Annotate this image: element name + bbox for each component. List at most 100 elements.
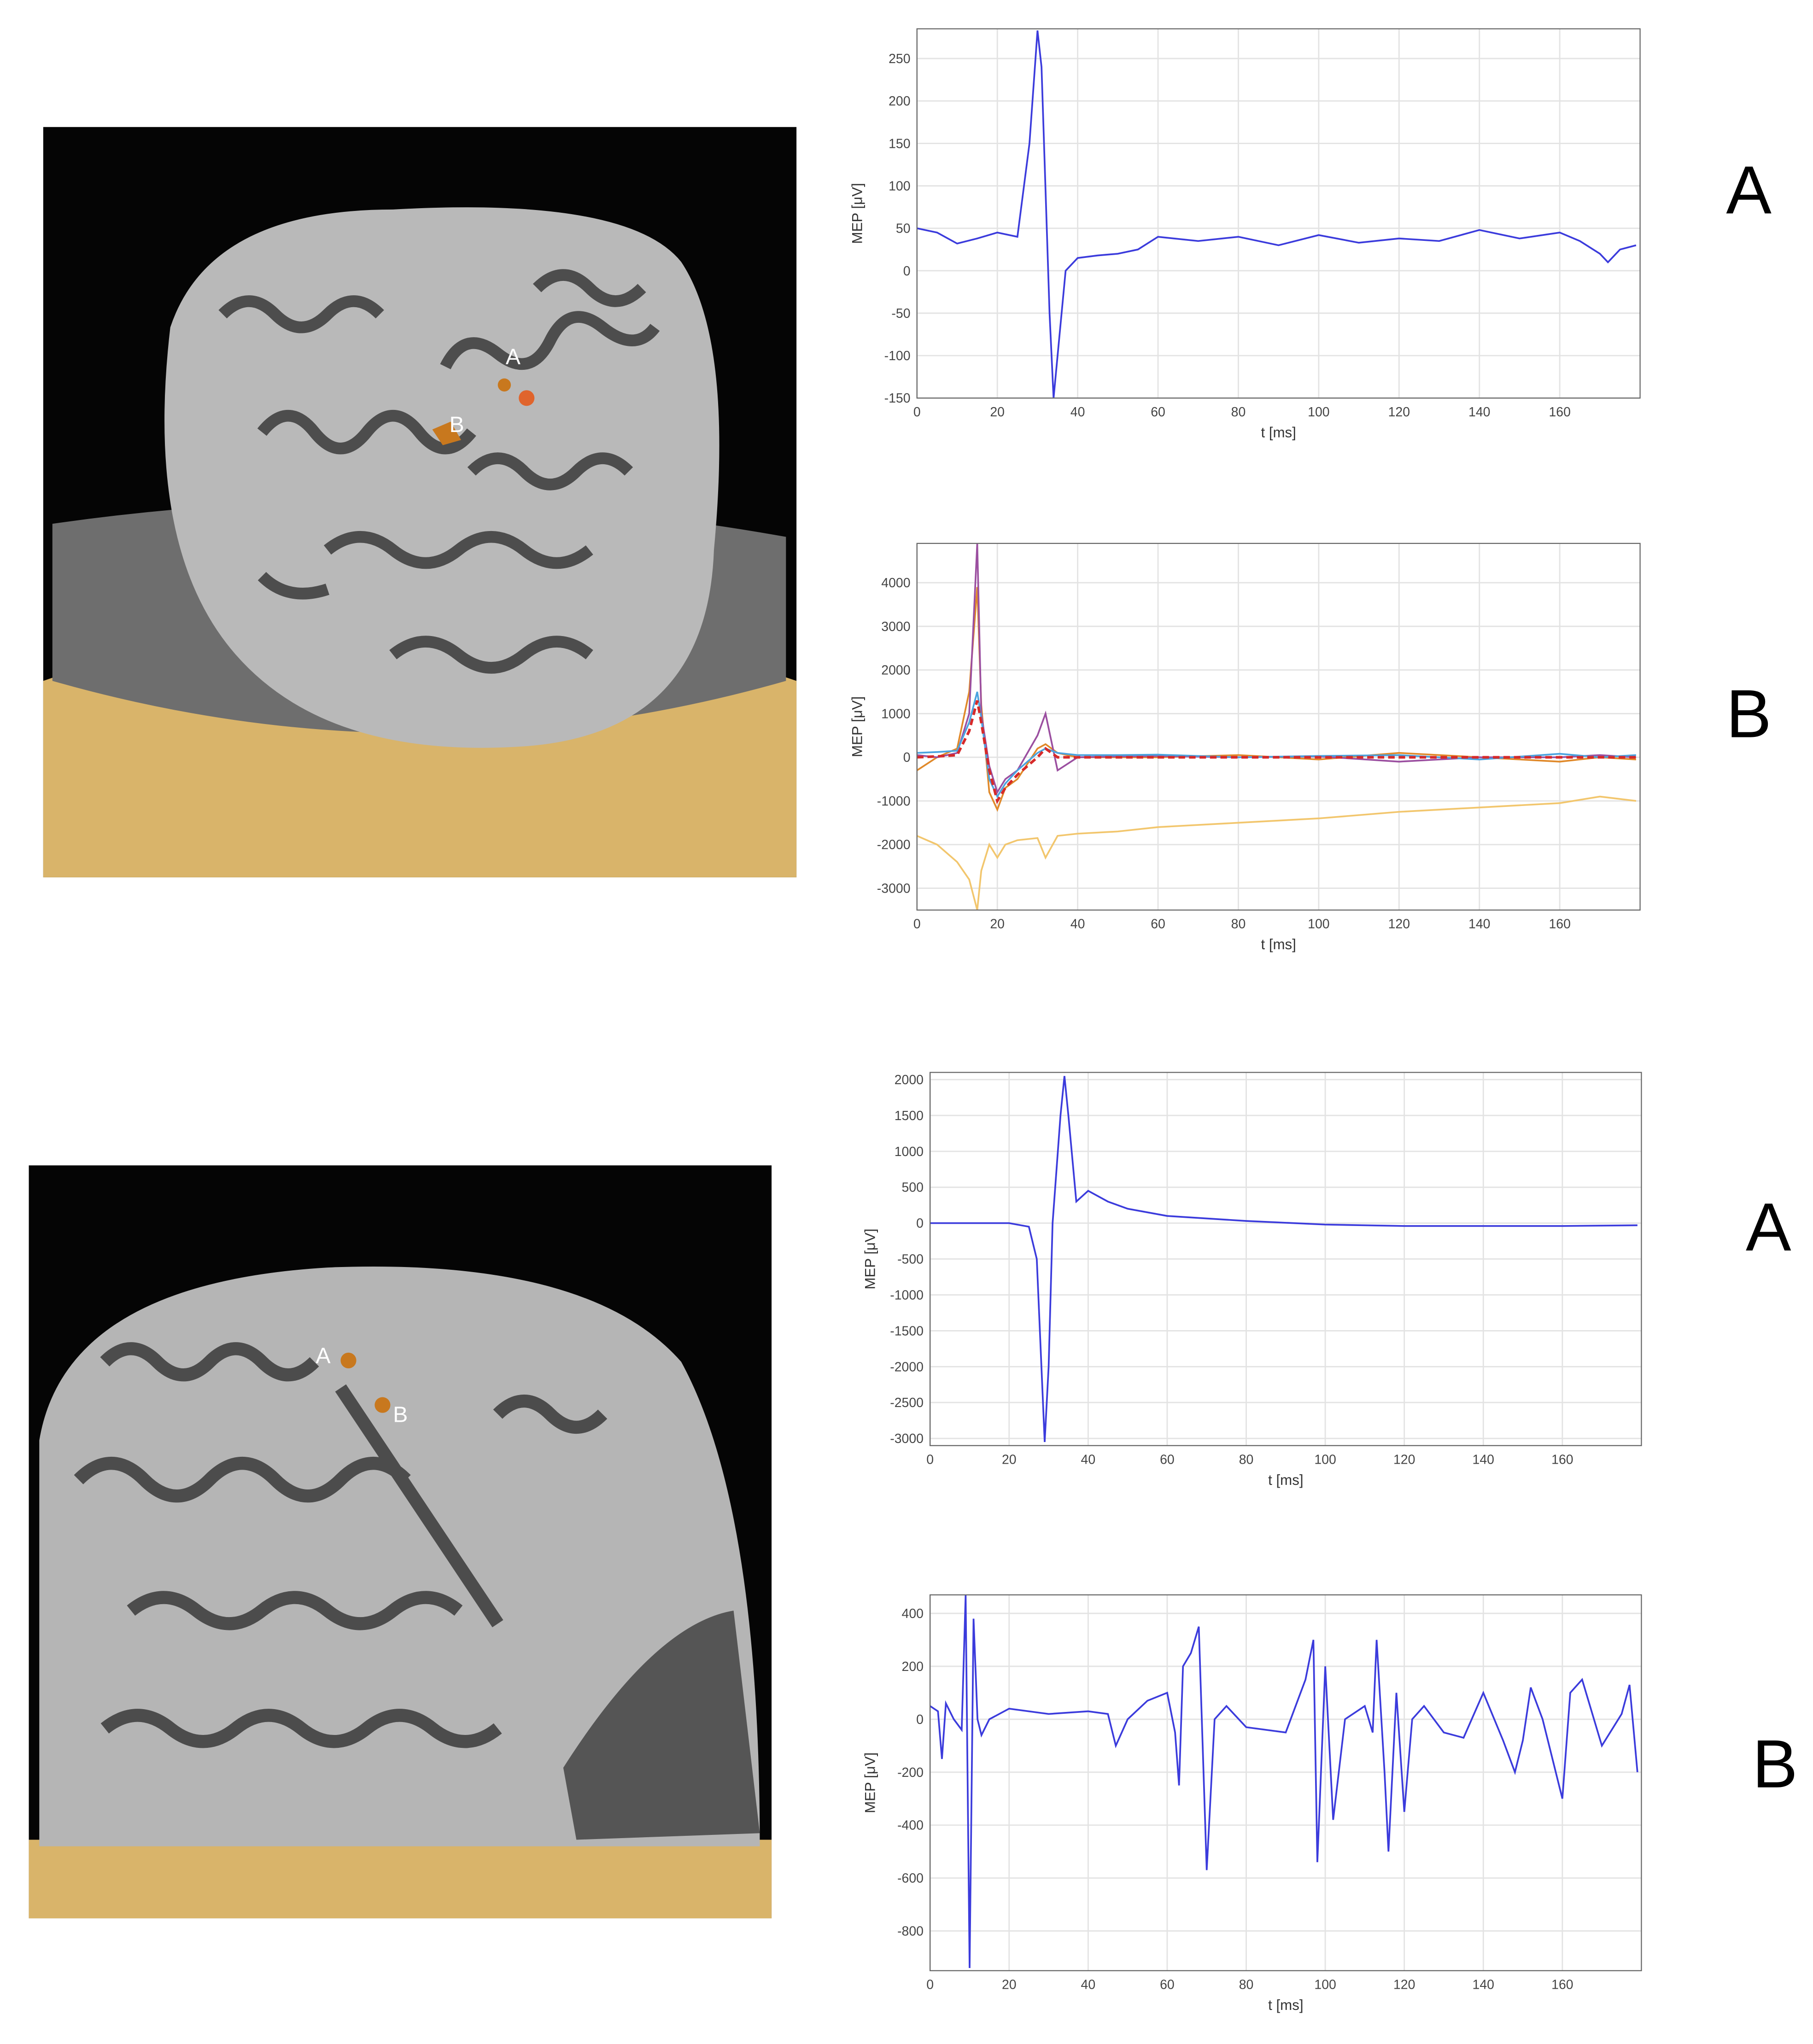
chart: 0 20 40 60 80 100 120 140 160 -3000 -2500 -2000 -150… [862, 1072, 1791, 1488]
y-tick-label: -500 [897, 1252, 924, 1267]
x-tick-label: 40 [1081, 1978, 1096, 1992]
x-axis-label: t [ms] [1268, 1997, 1303, 2013]
y-tick-label: -1500 [890, 1324, 924, 1338]
x-tick-label: 160 [1549, 917, 1570, 932]
sulci [218, 269, 660, 674]
panel-label: B [1752, 1726, 1798, 1802]
series-line [917, 700, 1636, 805]
y-tick-label: 0 [916, 1712, 924, 1727]
skull [563, 1610, 760, 1840]
x-tick-label: 0 [913, 917, 921, 932]
series-line [930, 1076, 1638, 1442]
y-tick-label: -50 [891, 306, 910, 321]
x-tick-label: 100 [1308, 917, 1329, 932]
x-tick-label: 120 [1393, 1453, 1415, 1467]
y-axis-label: MEP [μV] [849, 183, 865, 244]
series-line [930, 1594, 1638, 1968]
y-tick-label: -200 [897, 1765, 924, 1780]
y-tick-label: -2000 [877, 838, 911, 853]
series-line [917, 587, 1636, 812]
brain-label: B [393, 1402, 408, 1427]
x-tick-label: 140 [1468, 917, 1490, 932]
y-tick-label: -3000 [890, 1431, 924, 1446]
x-axis-label: t [ms] [1261, 425, 1296, 441]
x-tick-label: 80 [1231, 405, 1246, 420]
y-tick-label: 1500 [895, 1109, 924, 1123]
y-tick-label: -2500 [890, 1396, 924, 1410]
axes-frame [930, 1594, 1642, 1971]
y-tick-label: -600 [897, 1871, 924, 1886]
axes-frame [930, 1072, 1642, 1446]
y-tick-label: -400 [897, 1818, 924, 1833]
x-tick-label: 120 [1388, 917, 1410, 932]
brain-label: A [316, 1343, 331, 1368]
brain [39, 1267, 760, 1846]
y-tick-label: 500 [902, 1180, 924, 1195]
x-tick-label: 40 [1081, 1453, 1096, 1467]
y-tick-label: -2000 [890, 1360, 924, 1374]
y-tick-label: -100 [884, 349, 911, 363]
y-tick-label: 1000 [881, 707, 910, 721]
x-tick-label: 140 [1473, 1978, 1494, 1992]
x-tick-label: 100 [1308, 405, 1329, 420]
y-tick-label: 2000 [881, 663, 910, 678]
x-tick-label: 0 [926, 1453, 934, 1467]
x-tick-label: 140 [1473, 1453, 1494, 1467]
x-tick-label: 0 [926, 1978, 934, 1992]
plot [917, 543, 1637, 910]
y-tick-label: -3000 [877, 881, 911, 896]
y-tick-label: -150 [884, 391, 911, 406]
x-tick-label: 20 [1002, 1453, 1017, 1467]
panel-label: B [1726, 676, 1772, 752]
y-tick-label: 200 [902, 1659, 924, 1674]
y-axis-label: MEP [μV] [849, 696, 865, 757]
y-tick-label: 0 [903, 750, 911, 765]
chart: 0 20 40 60 80 100 120 140 160 -150 -100 -50 0 50 100 15… [849, 28, 1772, 441]
y-axis-label: MEP [μV] [862, 1229, 878, 1290]
x-tick-label: 20 [990, 405, 1005, 420]
y-tick-label: 400 [902, 1606, 924, 1621]
x-tick-label: 80 [1239, 1978, 1254, 1992]
y-tick-label: 200 [889, 94, 910, 109]
x-axis-label: t [ms] [1268, 1472, 1303, 1488]
x-tick-label: 0 [913, 405, 921, 420]
x-axis-label: t [ms] [1261, 936, 1296, 952]
y-tick-label: 0 [903, 264, 911, 279]
x-tick-label: 100 [1314, 1978, 1336, 1992]
x-tick-label: 100 [1314, 1453, 1336, 1467]
brain-image-2: A B [29, 1165, 772, 1919]
series-line [917, 30, 1637, 398]
x-tick-label: 120 [1393, 1978, 1415, 1992]
x-tick-label: 40 [1070, 405, 1085, 420]
plot-area [930, 1594, 1642, 1971]
y-tick-label: 100 [889, 179, 910, 193]
x-tick-label: 60 [1160, 1978, 1175, 1992]
brain-image-1: A B [43, 127, 797, 877]
y-tick-label: 1000 [895, 1145, 924, 1159]
y-tick-label: 250 [889, 52, 910, 66]
y-axis-label: MEP [μV] [862, 1752, 878, 1813]
plot [917, 30, 1637, 398]
brain [164, 207, 719, 748]
y-tick-label: -800 [897, 1924, 924, 1939]
axes-frame [916, 543, 1641, 911]
y-tick-label: 2000 [895, 1073, 924, 1087]
x-tick-label: 160 [1551, 1978, 1573, 1992]
x-tick-label: 60 [1151, 405, 1165, 420]
y-tick-label: 150 [889, 136, 910, 151]
base [29, 1840, 772, 1919]
axes-frame [916, 28, 1641, 399]
plot-area [917, 543, 1640, 910]
chart: 0 20 40 60 80 100 120 140 160 -3000 -2000 -1000 0 100… [849, 543, 1772, 952]
marker [432, 421, 462, 445]
panel-label: A [1746, 1189, 1791, 1265]
marker [340, 1352, 357, 1368]
x-tick-label: 20 [990, 917, 1005, 932]
panel-label: A [1726, 152, 1772, 228]
x-tick-label: 120 [1388, 405, 1410, 420]
y-tick-label: 4000 [881, 576, 910, 590]
x-tick-label: 160 [1549, 405, 1570, 420]
x-tick-label: 140 [1468, 405, 1490, 420]
x-tick-label: 20 [1002, 1978, 1017, 1992]
brain-label: A [506, 344, 521, 369]
